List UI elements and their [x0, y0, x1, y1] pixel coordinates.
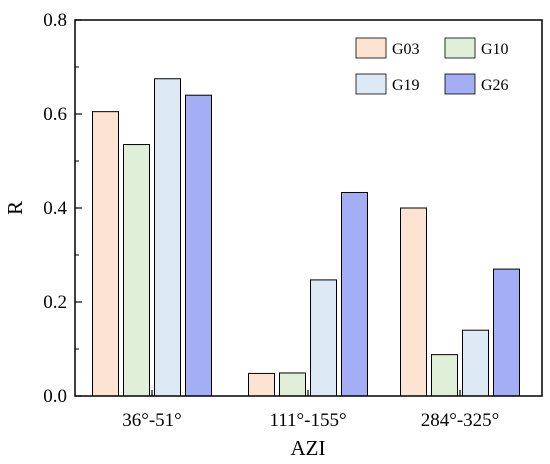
legend-label-g26: G26 [481, 77, 509, 94]
bar-g10-2 [431, 354, 458, 397]
legend-swatch-g10 [444, 37, 476, 59]
bar-g19-2 [462, 329, 489, 397]
bar-g10-1 [279, 372, 306, 397]
y-tick-label: 0.6 [43, 104, 67, 125]
legend-label-g10: G10 [481, 41, 509, 58]
bar-g19-0 [154, 78, 181, 397]
bar-g03-1 [248, 372, 275, 397]
bar-g10-0 [123, 144, 150, 397]
x-tick-label: 36°-51° [122, 410, 182, 431]
y-axis-title: R [3, 201, 27, 215]
x-tick-label: 111°-155° [269, 410, 346, 431]
x-tick-label: 284°-325° [421, 410, 500, 431]
bar-g26-1 [341, 191, 368, 397]
y-axis-ticks: 0.0 0.2 0.4 0.6 0.8 [43, 10, 82, 407]
x-axis-ticks: 36°-51° 111°-155° 284°-325° [122, 390, 499, 431]
y-tick-label: 0.2 [43, 292, 67, 313]
y-tick-label: 0.0 [43, 386, 67, 407]
x-axis-title: AZI [291, 436, 326, 460]
legend-swatch-g26 [444, 73, 476, 95]
bar-g03-0 [92, 111, 119, 397]
y-tick-label: 0.8 [43, 10, 67, 31]
legend-swatch-g19 [355, 73, 387, 95]
bar-g19-1 [310, 279, 337, 397]
legend-swatch-g03 [355, 37, 387, 59]
bar-g26-2 [493, 268, 520, 397]
bar-g03-2 [400, 207, 427, 397]
y-tick-label: 0.4 [43, 198, 67, 219]
legend: G03 G10 G19 G26 [355, 37, 509, 95]
legend-label-g03: G03 [392, 41, 420, 58]
legend-label-g19: G19 [392, 77, 420, 94]
bars-group [92, 78, 520, 397]
bar-g26-0 [185, 94, 212, 397]
